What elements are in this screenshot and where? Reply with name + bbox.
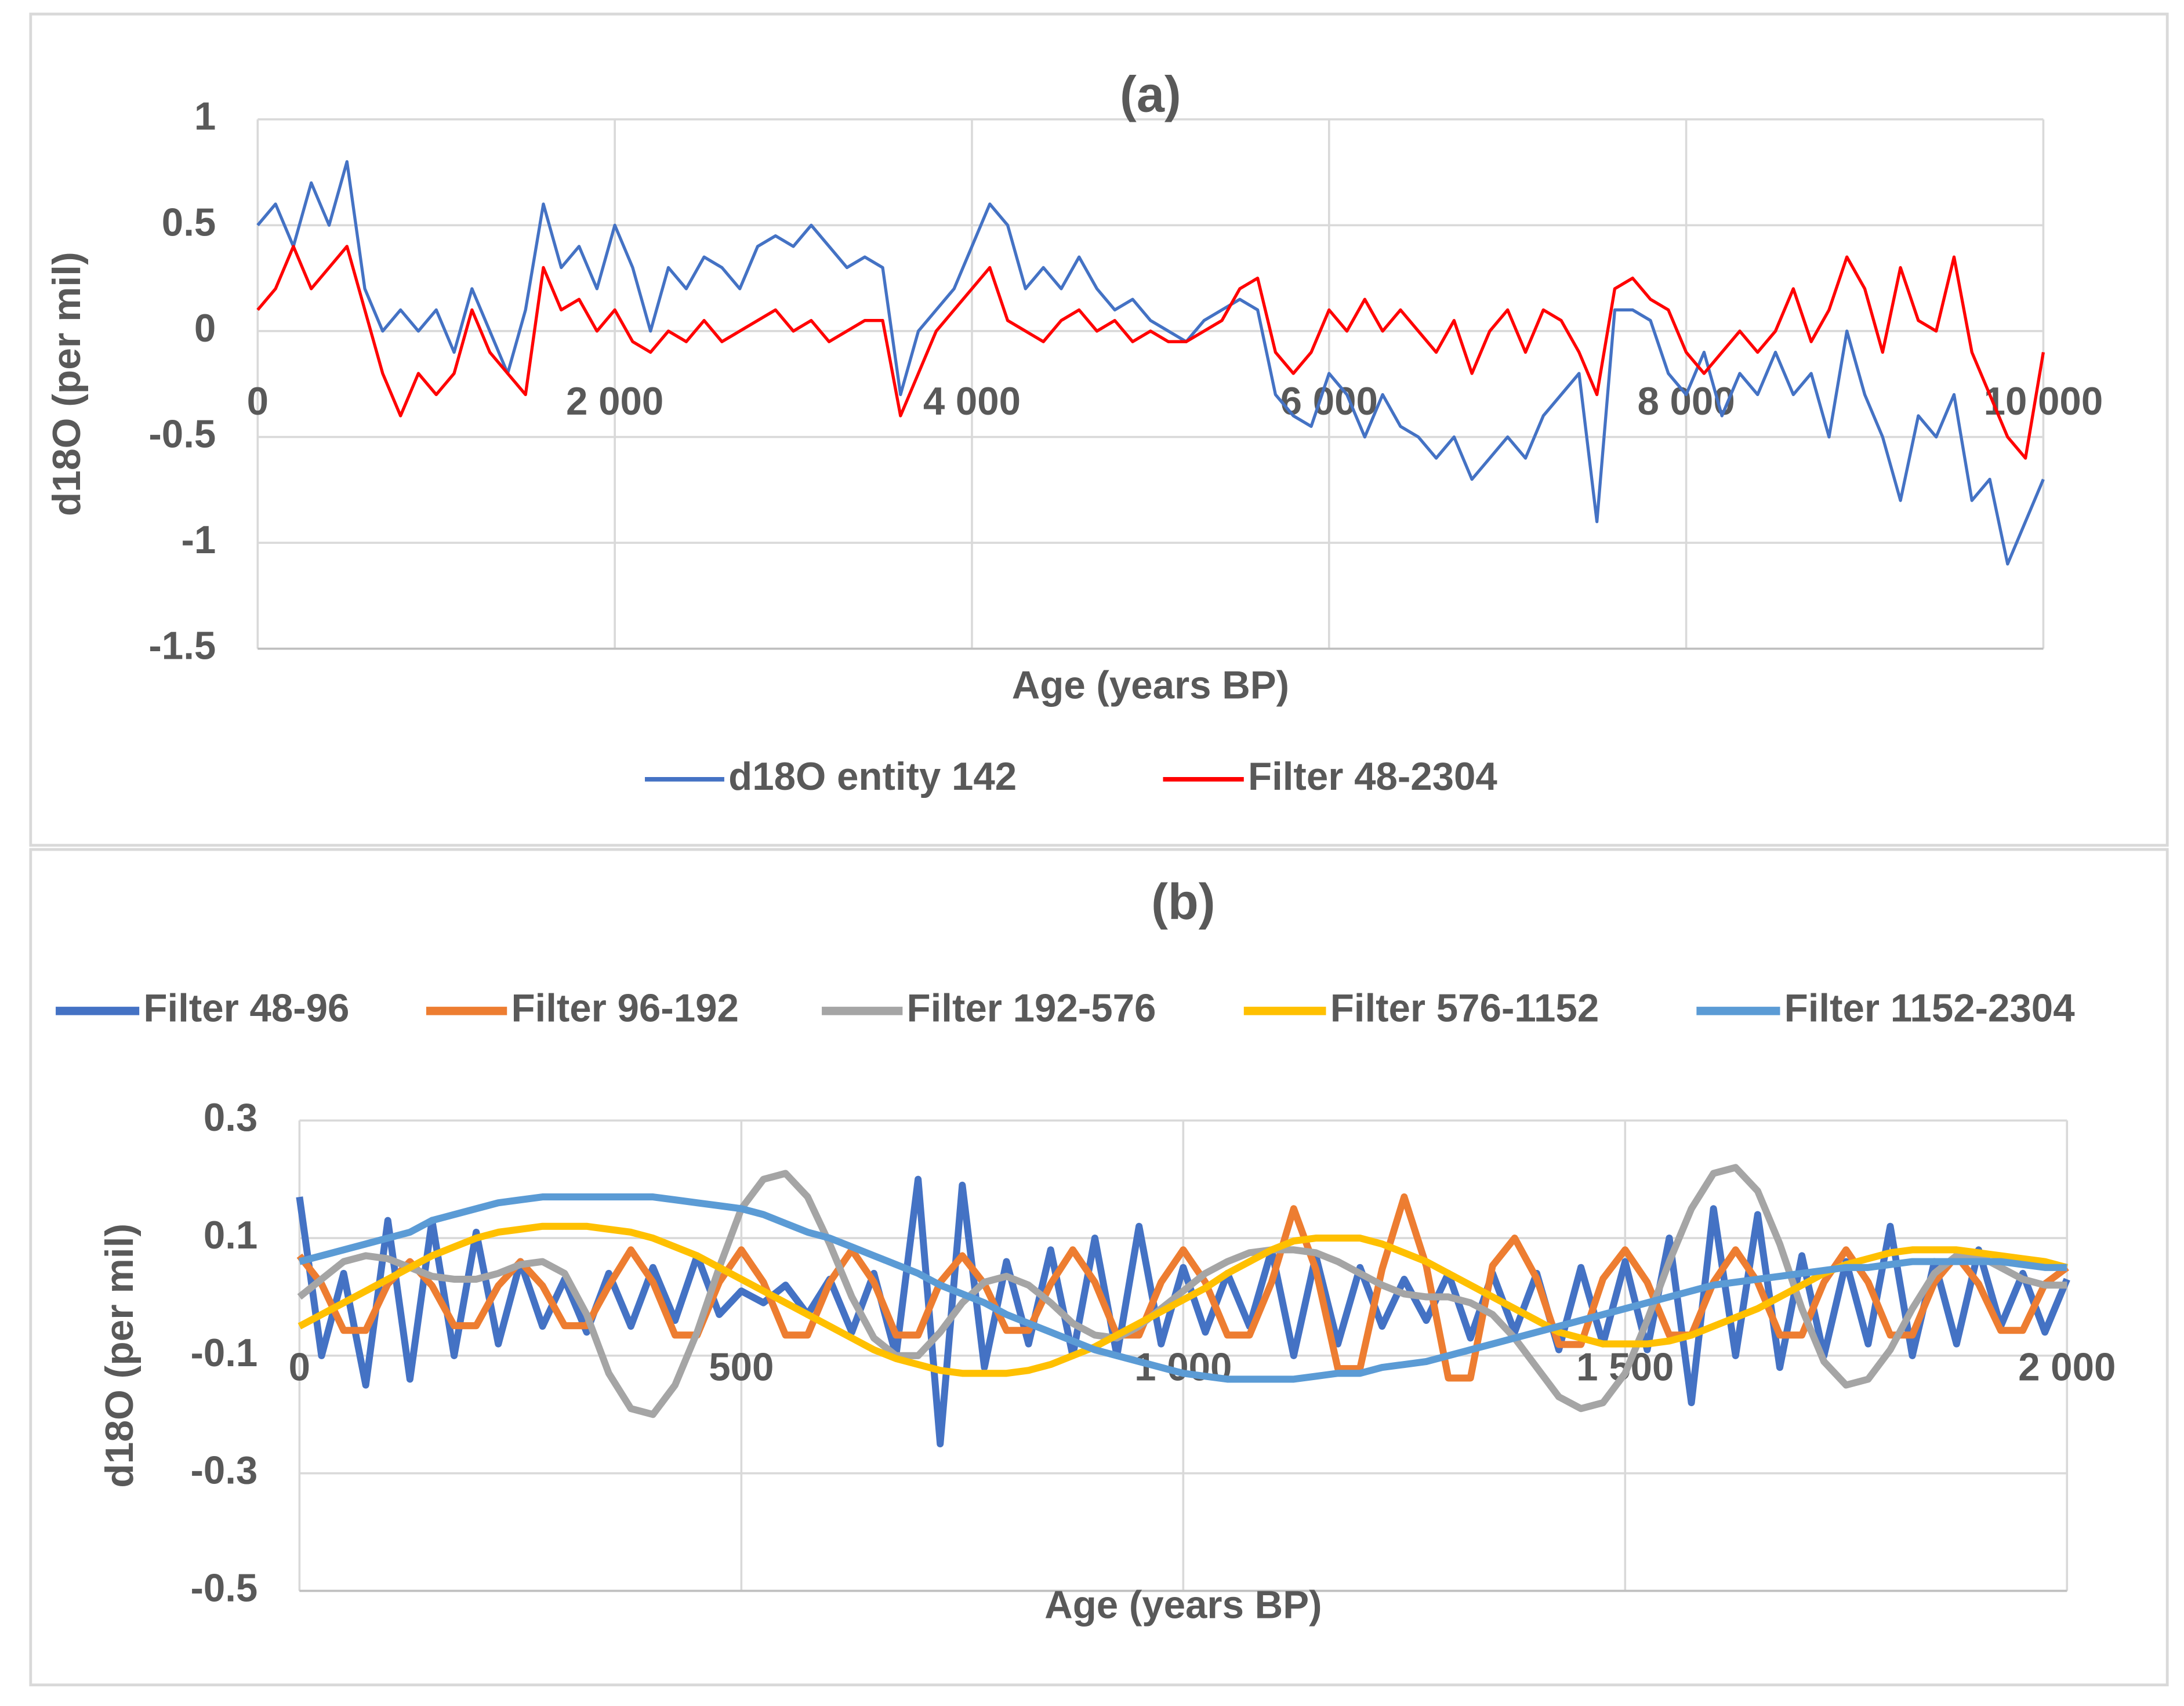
data-line: [256, 245, 2045, 460]
x-tick-label: 0: [247, 380, 269, 423]
x-tick-label: 4 000: [923, 380, 1021, 423]
panel-a-frame: [29, 12, 2169, 847]
y-tick-label: -0.5: [190, 1566, 257, 1610]
x-axis-label: Age (years BP): [1044, 1583, 1322, 1627]
legend-label: Filter 1152-2304: [1784, 986, 2075, 1030]
y-tick-label: -0.5: [148, 412, 216, 456]
y-tick-label: -0.3: [190, 1449, 257, 1492]
x-tick-label: 0: [289, 1345, 310, 1389]
x-tick-label: 10 000: [1984, 380, 2103, 423]
legend-label: Filter 48-2304: [1248, 755, 1497, 798]
x-tick-label: 500: [709, 1345, 774, 1389]
chart-title: (a): [1120, 66, 1181, 122]
legend-label: Filter 96-192: [511, 986, 738, 1030]
y-tick-label: -0.1: [190, 1331, 257, 1375]
chart-title: (b): [1151, 874, 1215, 930]
y-tick-label: 1: [194, 95, 216, 138]
x-tick-label: 2 000: [566, 380, 663, 423]
data-line: [297, 1164, 2067, 1418]
x-tick-label: 8 000: [1637, 380, 1735, 423]
y-tick-label: -1: [181, 518, 216, 562]
y-tick-label: 0.1: [204, 1214, 257, 1257]
legend-label: Filter 48-96: [143, 986, 349, 1030]
y-axis-label: d18O (per mil): [45, 252, 89, 516]
y-axis-label: d18O (per mil): [98, 1224, 142, 1488]
y-tick-label: 0.5: [162, 201, 216, 244]
legend-label: d18O entity 142: [728, 755, 1017, 798]
data-line: [298, 1222, 2068, 1377]
y-tick-label: 0: [194, 307, 216, 350]
legend-label: Filter 192-576: [907, 986, 1156, 1030]
data-line: [298, 1193, 2067, 1383]
x-axis-label: Age (years BP): [1012, 663, 1289, 707]
y-tick-label: 0.3: [204, 1096, 257, 1139]
y-tick-label: -1.5: [148, 624, 216, 667]
x-tick-label: 2 000: [2018, 1345, 2116, 1389]
data-line: [256, 160, 2045, 566]
data-line: [296, 1193, 2069, 1382]
legend-label: Filter 576-1152: [1330, 986, 1599, 1030]
